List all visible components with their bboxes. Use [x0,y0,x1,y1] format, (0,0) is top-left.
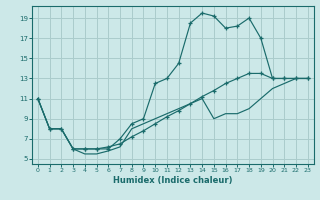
X-axis label: Humidex (Indice chaleur): Humidex (Indice chaleur) [113,176,233,185]
